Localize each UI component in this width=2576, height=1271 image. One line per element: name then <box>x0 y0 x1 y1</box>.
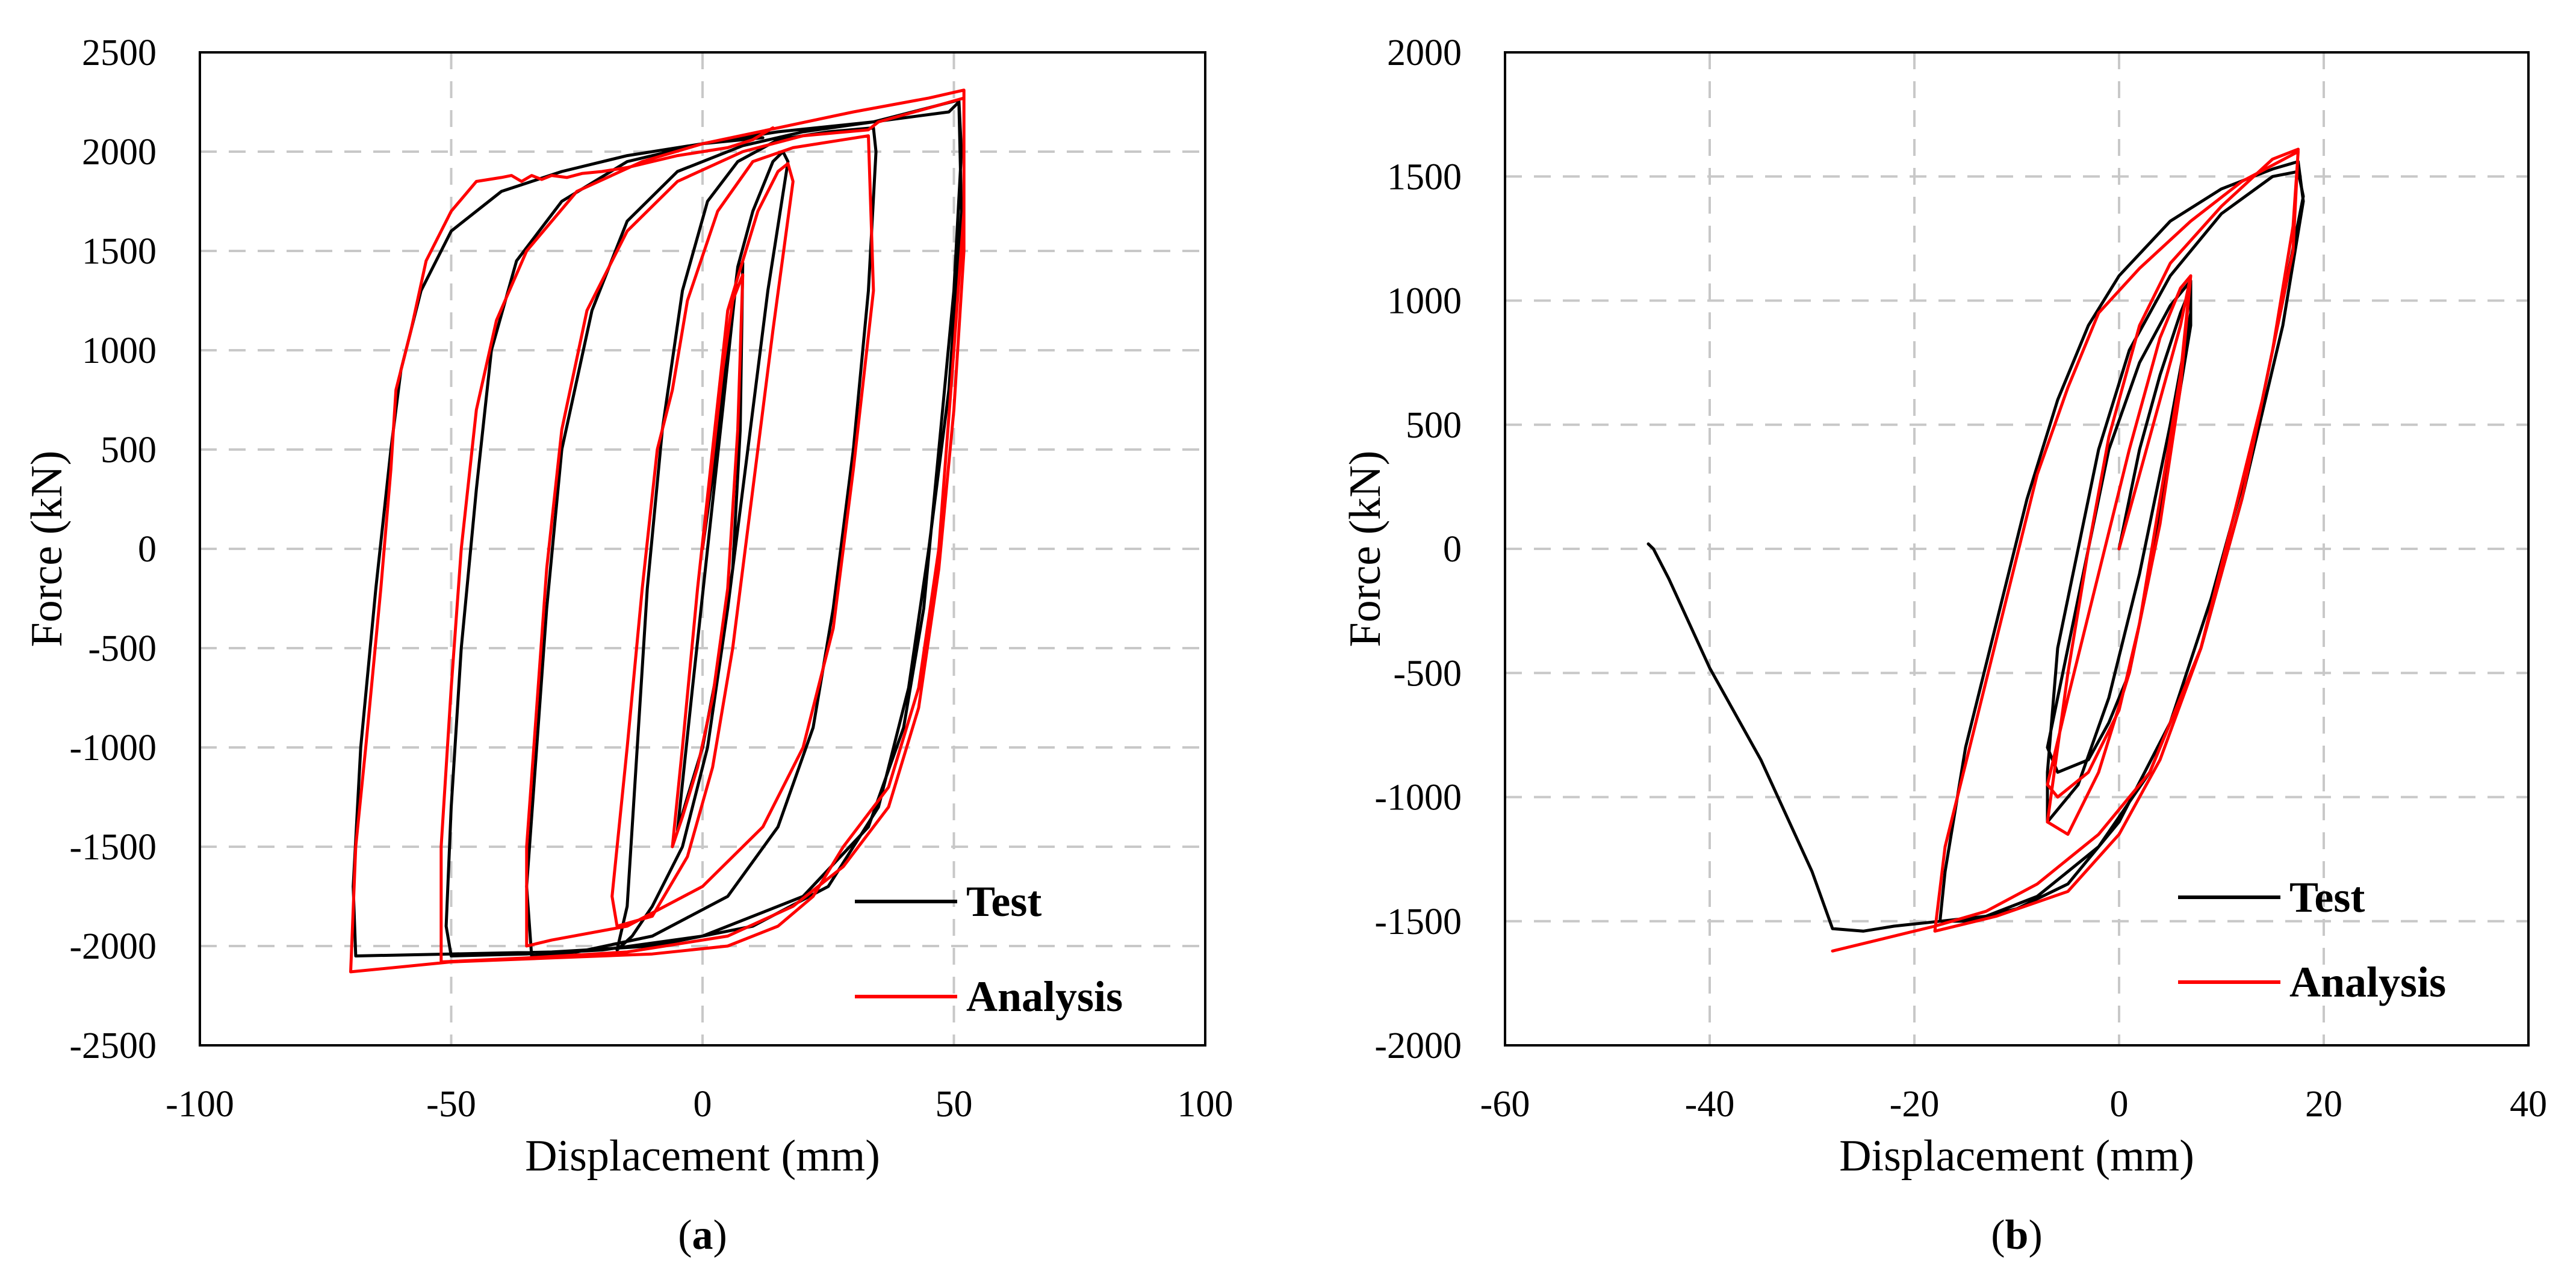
x-tick-label: 0 <box>2110 1084 2129 1125</box>
y-tick-label: -1000 <box>1374 778 1462 818</box>
y-tick-label: -2000 <box>1374 1025 1462 1066</box>
x-tick-label: -40 <box>1685 1084 1735 1125</box>
x-tick-label: 20 <box>2305 1084 2342 1125</box>
x-tick-label: 0 <box>694 1084 712 1125</box>
legend-label-analysis: Analysis <box>2289 958 2446 1006</box>
y-tick-label: -2500 <box>69 1025 157 1066</box>
chart-panel-a: -100 -50 0 50 100-2500-2000-1500-1000-500050… <box>22 32 1234 1258</box>
y-tick-label: 2000 <box>82 132 157 173</box>
y-axis-title: Force (kN) <box>1341 451 1390 648</box>
series-group <box>1646 147 2305 953</box>
tick-labels: -100 -50 0 50 100-2500-2000-1500-1000-500050… <box>69 32 1233 1125</box>
plot-frame <box>199 51 1206 1047</box>
x-tick-label: -100 <box>166 1084 234 1125</box>
y-tick-label: 1000 <box>82 330 157 371</box>
series-group <box>349 88 966 974</box>
y-tick-label: 2000 <box>1387 32 1462 73</box>
x-tick-label: -60 <box>1480 1084 1530 1125</box>
y-tick-label: -2000 <box>69 926 157 967</box>
y-tick-label: -1500 <box>1374 901 1462 942</box>
y-tick-label: 0 <box>138 529 157 570</box>
panel-label-letter: b <box>2005 1212 2029 1258</box>
legend-label-test: Test <box>966 877 1041 926</box>
y-tick-label: -1500 <box>69 827 157 868</box>
x-tick-label: 50 <box>936 1084 973 1125</box>
y-tick-label: 500 <box>1406 405 1462 446</box>
y-tick-label: 500 <box>101 430 157 471</box>
y-tick-label: 1500 <box>1387 156 1462 197</box>
series-line-analysis <box>1831 147 2300 953</box>
plot-frame <box>1504 51 2530 1047</box>
x-tick-label: -20 <box>1890 1084 1940 1125</box>
x-axis-title: Displacement (mm) <box>525 1131 880 1181</box>
series-line-test <box>352 98 963 957</box>
y-tick-label: -500 <box>1393 653 1462 694</box>
chart-panel-b: -60 -40 -20 0 20 40 -2000 -1500 -1000 -500 0 500 100… <box>1341 32 2547 1258</box>
legend: Test Analysis <box>2178 873 2446 1006</box>
y-tick-label: -1000 <box>69 728 157 768</box>
legend-label-analysis: Analysis <box>966 973 1123 1021</box>
series-line-analysis <box>349 88 966 974</box>
panel-label-letter: a <box>692 1212 713 1258</box>
x-tick-label: -50 <box>426 1084 476 1125</box>
x-tick-label: 40 <box>2510 1084 2547 1125</box>
y-tick-label: 2500 <box>82 32 157 73</box>
y-tick-label: -500 <box>88 628 157 669</box>
panel-label: (b) <box>1991 1212 2043 1258</box>
y-tick-label: 1500 <box>82 231 157 272</box>
x-axis-title: Displacement (mm) <box>1839 1131 2194 1181</box>
legend-label-test: Test <box>2289 873 2365 921</box>
y-axis-title: Force (kN) <box>22 451 72 648</box>
x-tick-label: 100 <box>1178 1084 1234 1125</box>
y-tick-label: 1000 <box>1387 281 1462 322</box>
legend: Test Analysis <box>855 877 1123 1021</box>
y-tick-label: 0 <box>1443 529 1462 570</box>
panel-label: (a) <box>678 1212 727 1258</box>
tick-labels: -60 -40 -20 0 20 40 -2000 -1500 -1000 -500 0 500 100… <box>1374 32 2547 1125</box>
